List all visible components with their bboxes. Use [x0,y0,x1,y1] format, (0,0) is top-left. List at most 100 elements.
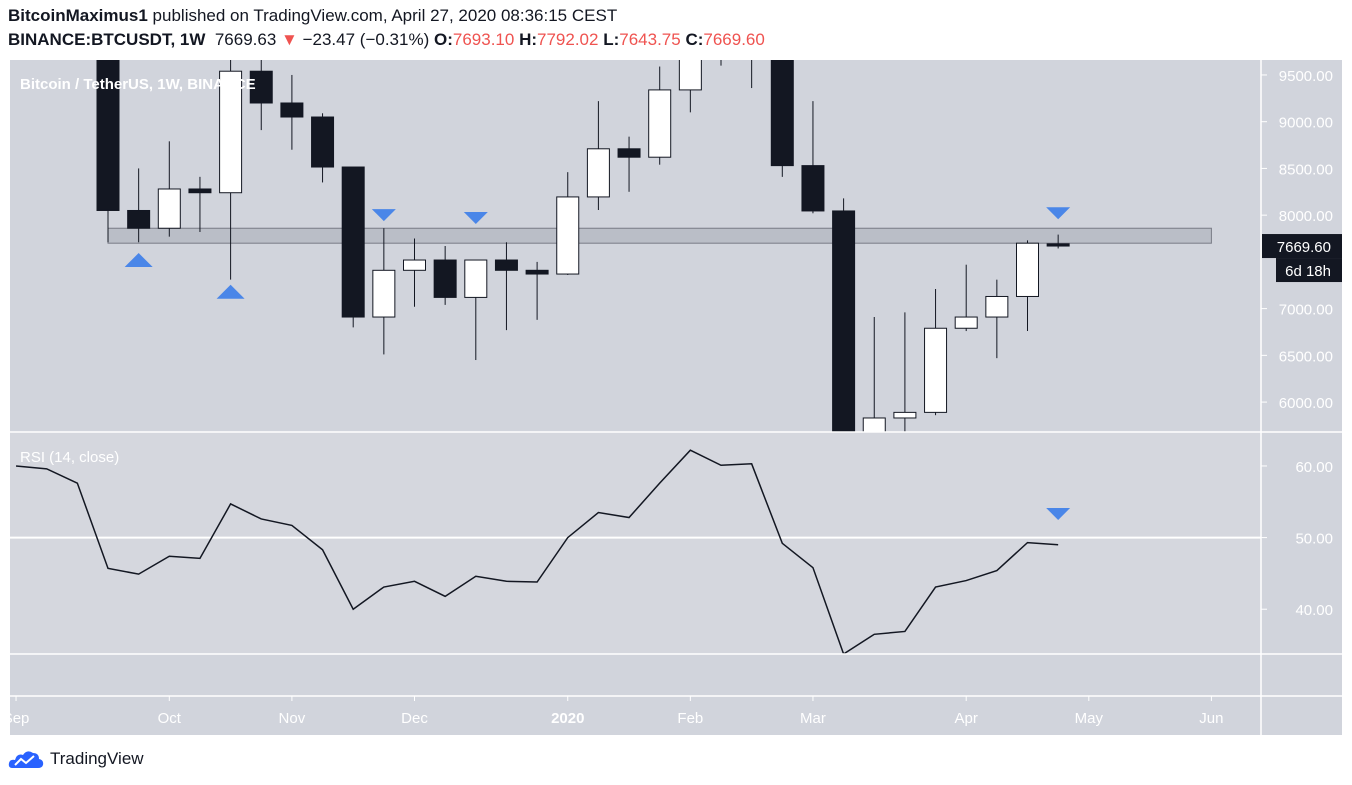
candle-body [924,327,948,413]
candle-body [862,417,886,432]
last-price-label: 7669.60 [1277,239,1331,256]
time-tick-label: Jun [1199,710,1223,727]
candle-body [403,259,426,271]
candle-body [1016,242,1039,297]
time-tick-label: 2020 [551,710,584,727]
candle-body [741,0,763,38]
candle [832,198,856,432]
candle [1016,240,1039,332]
close-label: C: [685,30,704,49]
publish-info: BitcoinMaximus1 published on TradingView… [8,6,617,26]
down-arrow-icon: ▼ [281,30,298,49]
price-tick-label: 6000.00 [1279,395,1333,412]
high-label: H: [519,30,538,49]
rsi-line [15,449,1059,654]
published-text: published on TradingView.com, April 27, … [152,6,618,25]
symbol: BINANCE:BTCUSDT, 1W [8,30,206,49]
candle [801,101,825,214]
candle [127,168,151,243]
last-price-badge [1262,234,1342,259]
candle-body [586,148,610,198]
triangle-up-icon [216,284,245,299]
triangle-down-icon [1046,207,1071,220]
candle-body [280,102,304,118]
tradingview-logo[interactable]: TradingView [8,748,144,770]
candle-body [311,116,335,168]
candle [464,259,488,361]
last-price: 7669.63 [214,30,277,49]
time-tick-label: Nov [279,710,306,727]
candle [433,246,457,305]
candle [1046,234,1070,249]
candle [403,238,426,307]
candle-body [801,165,825,212]
candle-body [341,166,365,318]
time-tick-label: Feb [677,710,703,727]
price-change: −23.47 (−0.31%) [302,30,430,49]
price-pane[interactable] [96,0,1212,610]
bar-countdown: 6d 18h [1285,263,1331,280]
candle-body [832,210,856,432]
candle [341,166,365,328]
candle [617,136,641,192]
price-pane-title: Bitcoin / TetherUS, 1W, BINANCE [20,76,256,93]
rsi-tick-label: 60.00 [1295,459,1333,476]
candle [525,261,549,320]
candle-body [710,0,732,38]
price-tick-label: 9000.00 [1279,115,1333,132]
candle-body [494,259,518,271]
price-tick-label: 8000.00 [1279,208,1333,225]
candle-body [525,269,549,275]
candle [586,101,610,211]
low-label: L: [603,30,620,49]
candle-body [188,188,212,194]
open-value: 7693.10 [452,30,515,49]
candle [770,60,794,177]
rsi-pane-background [10,433,1261,654]
candle-body [985,295,1009,318]
triangle-down-icon [463,211,488,224]
candle [188,176,212,232]
countdown-badge [1276,258,1342,283]
price-tick-label: 6500.00 [1279,348,1333,365]
triangle-down-icon [371,209,396,222]
candle-body [954,316,978,329]
candle-body [648,89,672,158]
candle [741,0,763,89]
candle [556,172,580,275]
candle-body [157,188,181,229]
candle [678,60,702,113]
price-tick-label: 8500.00 [1279,161,1333,178]
time-tick-label: Apr [955,710,978,727]
candle [648,66,672,165]
candle [249,60,273,131]
author-name[interactable]: BitcoinMaximus1 [8,6,148,25]
candle [372,228,396,355]
time-tick-label: Sep [3,710,30,727]
candle-body [617,148,641,158]
candle-body [678,60,702,91]
rsi-pane-title: RSI (14, close) [20,449,119,466]
candle [311,113,335,183]
candle [710,0,732,66]
time-tick-label: Dec [401,710,428,727]
candle [96,60,120,243]
candle-body [770,60,794,167]
rsi-tick-label: 40.00 [1295,602,1333,619]
price-tick-label: 7000.00 [1279,302,1333,319]
rsi-tick-label: 50.00 [1295,531,1333,548]
rsi-pane[interactable] [10,449,1261,654]
price-tick-label: 9500.00 [1279,68,1333,85]
candle-body [893,411,917,419]
time-tick-label: Oct [158,710,182,727]
open-label: O: [433,30,453,49]
triangle-up-icon [124,253,153,268]
axes: 9500.00 9000.00 8500.00 8000.00 7000.00 6500.… [3,60,1342,735]
candle-body [372,269,396,318]
brand-name: TradingView [50,749,144,768]
time-tick-label: Mar [800,710,826,727]
candle [954,264,978,332]
candle [862,317,886,432]
support-resistance-zone[interactable] [107,227,1212,244]
